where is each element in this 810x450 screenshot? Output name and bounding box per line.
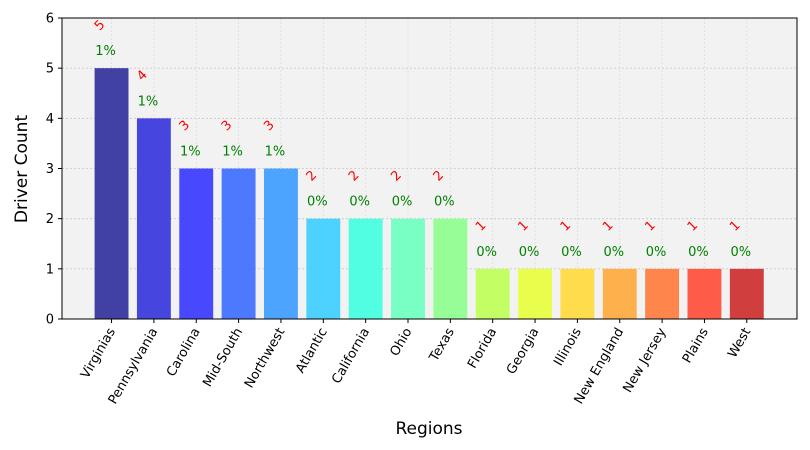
bar [475,268,510,319]
percent-label: 0% [688,245,709,260]
bar [687,268,722,319]
bar [179,168,214,319]
x-tick-label: Virginias [78,325,119,381]
plot-frame [61,17,798,320]
x-tick-label: Texas [426,325,458,365]
y-tick-label: 2 [46,212,54,227]
x-tick-label: Georgia [504,326,542,378]
percent-label: 0% [730,245,751,260]
percent-label: 1% [138,94,159,109]
bar [306,218,341,319]
bar [433,218,468,319]
bar [518,268,552,319]
x-tick-label: California [329,326,373,387]
bar [729,268,764,319]
bar [94,68,129,320]
bar [602,268,637,319]
percent-label: 0% [646,245,667,260]
x-tick-label: Plains [680,325,712,366]
y-axis-ticks: 0 1 2 3 4 5 6 [46,12,62,328]
y-tick-label: 3 [46,162,54,177]
x-tick-label: Illinois [551,325,585,368]
percent-label: 0% [392,195,413,210]
x-tick-label: Florida [465,326,500,372]
percent-label: 0% [434,195,455,210]
bar [221,168,256,319]
bar [136,118,171,319]
percent-label: 0% [476,245,497,260]
percent-label: 1% [222,145,243,160]
y-tick-label: 0 [46,313,54,328]
y-axis-title: Driver Count [12,115,32,224]
percent-label: 1% [95,44,116,59]
x-tick-label: Carolina [164,326,204,380]
percent-label: 0% [349,195,370,210]
percent-label: 1% [180,145,201,160]
x-tick-label: Ohio [387,325,415,359]
bar [645,268,680,319]
percent-label: 1% [265,145,286,160]
y-tick-label: 1 [46,262,54,277]
bar [560,268,595,319]
bar [391,218,425,319]
bar [348,218,383,319]
x-tick-label: Atlantic [293,326,331,376]
y-tick-label: 5 [46,62,54,77]
y-tick-label: 6 [46,12,54,27]
x-tick-label: West [725,326,754,361]
percent-label: 0% [307,195,328,210]
x-tick-label: Northwest [242,326,288,391]
bar [264,168,298,319]
x-tick-label: Mid-South [200,326,246,390]
y-tick-label: 4 [46,112,54,127]
x-tick-label: New Jersey [621,325,670,395]
bars [94,68,764,320]
x-axis-title: Regions [395,419,462,439]
percent-label: 0% [603,245,624,260]
percent-label: 0% [561,245,582,260]
percent-label: 0% [519,245,540,260]
